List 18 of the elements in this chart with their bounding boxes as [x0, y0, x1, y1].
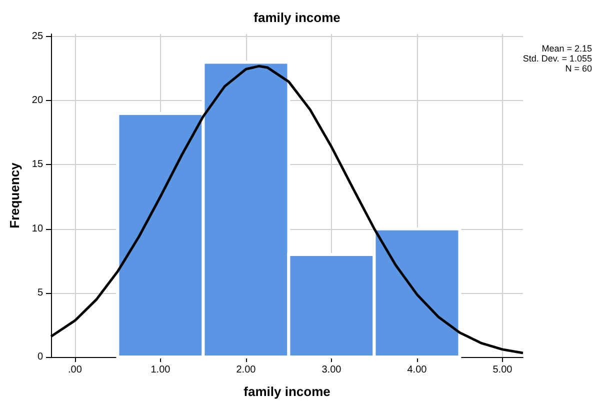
x-tick-label: 2.00	[236, 364, 256, 376]
x-tick-label: .00	[68, 364, 82, 376]
y-tick-label: 20	[32, 95, 44, 106]
y-tick-label: 15	[32, 159, 44, 170]
x-tick-label: 3.00	[322, 364, 342, 376]
x-tick-label: 4.00	[407, 364, 428, 376]
x-axis-title: family income	[244, 384, 330, 399]
text: Mean = 2.15	[542, 44, 592, 54]
annotation: Std. Dev. = 1.055	[522, 54, 592, 64]
chart-title: family income	[254, 10, 340, 25]
y-axis-title: Frequency	[7, 162, 22, 228]
x-tick-label: 5.00	[492, 364, 513, 376]
y-tick-label: 5	[37, 287, 44, 298]
y-tick-label: 0	[37, 352, 44, 362]
y-tick-label: 10	[32, 223, 44, 234]
text: N = 60	[565, 64, 592, 74]
y-tick-label: 25	[32, 31, 44, 42]
x-tick-label: 1.00	[150, 364, 171, 376]
